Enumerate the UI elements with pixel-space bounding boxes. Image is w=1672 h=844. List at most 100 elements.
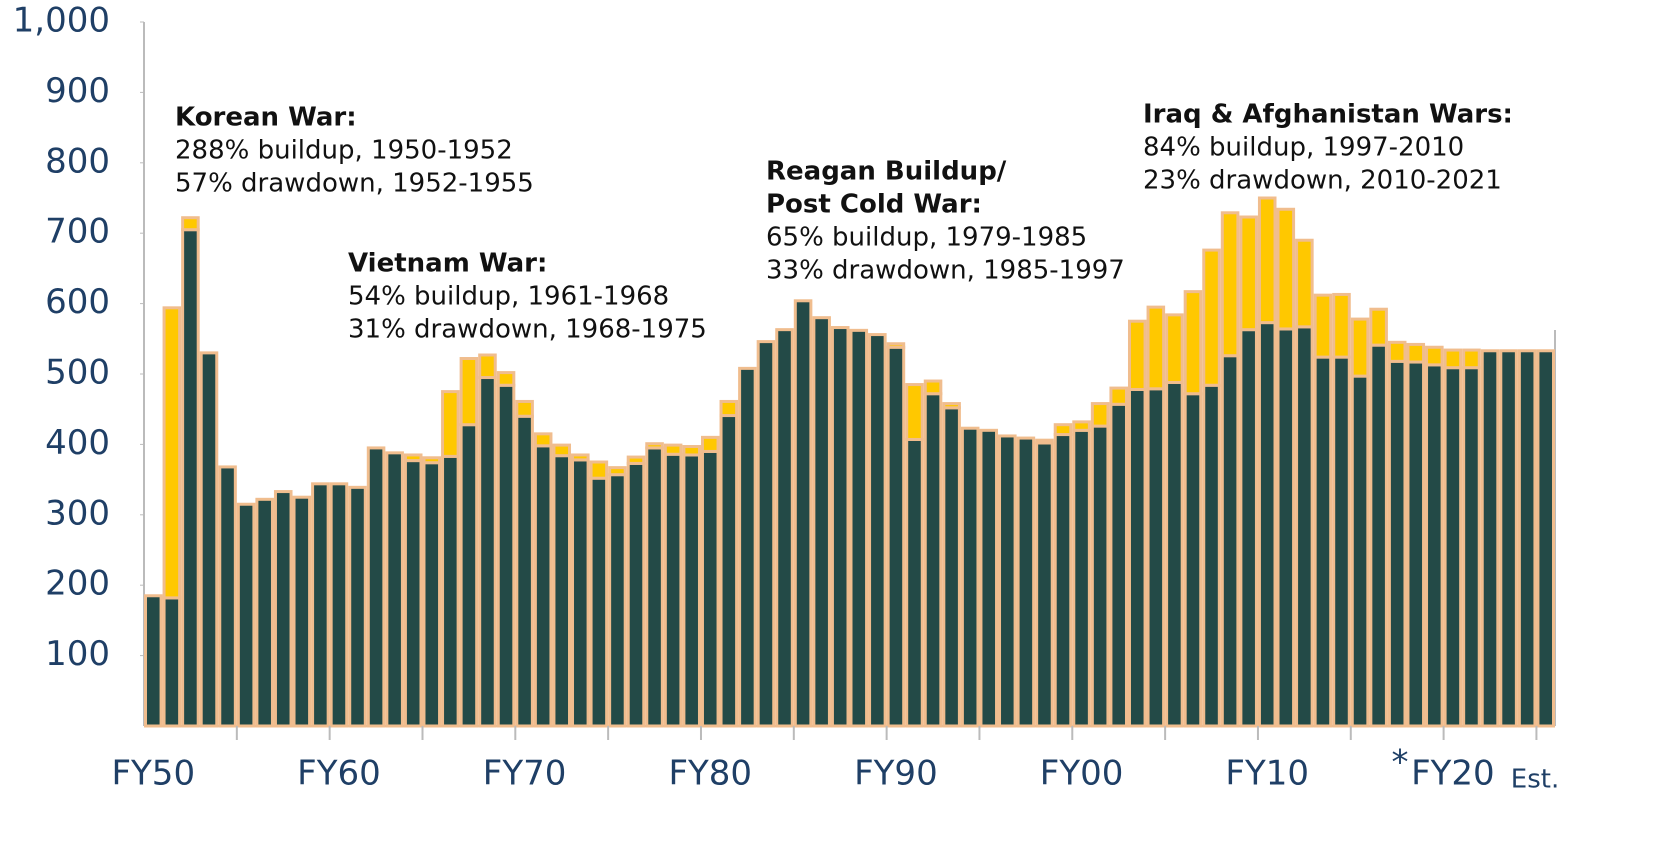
bar-segment — [1257, 196, 1277, 325]
y-tick-label: 600 — [45, 282, 110, 322]
bar-segment — [1462, 348, 1481, 370]
y-tick-label: 300 — [45, 493, 110, 533]
annotation-line: 57% drawdown, 1952-1955 — [175, 169, 534, 199]
bar-segment — [1072, 420, 1091, 432]
bar-segment — [682, 445, 701, 457]
bar-segment — [719, 414, 739, 728]
bar-segment — [255, 497, 274, 728]
bar-segment — [199, 351, 219, 728]
bar-segment — [1295, 238, 1314, 329]
y-tick-label: 1,000 — [13, 1, 110, 41]
bar-segment — [571, 458, 590, 728]
y-tick-label: 900 — [45, 71, 110, 111]
bar-segment — [756, 340, 776, 728]
x-tick-label: FY80 — [668, 754, 752, 794]
bar-segment — [1517, 349, 1537, 728]
bar-segment — [552, 443, 572, 458]
x-tick-label: FY20 — [1411, 754, 1495, 794]
bar-segment — [1369, 307, 1388, 347]
bar-segment — [422, 456, 442, 465]
bar-segment — [1053, 433, 1073, 728]
x-tick-label: FY70 — [483, 754, 567, 794]
annotation-line: 65% buildup, 1979-1985 — [766, 223, 1087, 253]
bar-segment — [645, 446, 664, 728]
bar-segment — [1369, 343, 1388, 728]
bar-segment — [886, 345, 906, 728]
bar-segment — [1239, 215, 1258, 332]
bar-segment — [1276, 207, 1296, 331]
bar-segment — [1239, 328, 1258, 728]
bar-segment — [441, 390, 460, 458]
bar-segment — [478, 376, 497, 728]
bar-segment — [886, 342, 906, 349]
bar-segment — [1332, 292, 1351, 359]
bar-segment — [571, 453, 590, 462]
bar-segment — [1276, 327, 1296, 728]
bar-segment — [1053, 423, 1073, 437]
bar-segment — [1202, 383, 1221, 728]
bar-segment — [496, 371, 516, 387]
bar-segment — [1146, 387, 1166, 728]
bar-segment — [1425, 363, 1444, 728]
bar-segment — [181, 216, 200, 232]
bar-segment — [162, 596, 182, 728]
bar-segment — [533, 432, 553, 448]
bar-segment — [793, 299, 813, 728]
bar-segment — [422, 461, 442, 728]
bar-segment — [459, 357, 479, 427]
bar-segment — [1127, 387, 1147, 728]
bar-segment — [1220, 354, 1240, 728]
bar-segment — [923, 379, 943, 396]
bar-segment — [533, 444, 553, 728]
bar-segment — [645, 442, 664, 450]
note: * — [1392, 743, 1409, 783]
bar-segment — [998, 434, 1017, 728]
annotation-line: 33% drawdown, 1985-1997 — [766, 256, 1125, 286]
bar-segment — [589, 460, 609, 480]
annotation-line: 288% buildup, 1950-1952 — [175, 136, 513, 166]
bar-segment — [273, 490, 293, 728]
bar-segment — [663, 443, 683, 456]
y-tick-label: 400 — [45, 423, 110, 463]
x-tick-label: FY50 — [111, 754, 195, 794]
bar-segment — [1090, 424, 1110, 728]
annotation-title: Iraq & Afghanistan Wars: — [1143, 100, 1513, 130]
bar-segment — [1146, 305, 1166, 391]
bar-segment — [1536, 349, 1555, 728]
bar-segment — [1127, 319, 1147, 391]
bar-segment — [292, 495, 312, 728]
bar-segment — [942, 406, 961, 728]
bar-segment — [923, 392, 943, 728]
bar-segment — [738, 366, 757, 728]
bar-segment — [1313, 355, 1333, 728]
bar-segment — [868, 333, 887, 728]
annotation-title: Post Cold War: — [766, 190, 982, 220]
y-tick-label: 100 — [45, 634, 110, 674]
bar-segment — [1016, 436, 1036, 728]
bar-segment — [478, 353, 497, 380]
bar-segment — [1387, 340, 1407, 363]
bar-segment — [1257, 321, 1277, 728]
bar-segment — [979, 428, 999, 728]
y-tick-label: 500 — [45, 353, 110, 393]
bar-segment — [942, 402, 961, 410]
bar-segment — [700, 449, 720, 728]
bar-segment — [348, 485, 367, 728]
y-tick-label: 700 — [45, 212, 110, 252]
bar-segment — [162, 306, 182, 600]
bar-segment — [608, 473, 627, 728]
bar-segment — [905, 437, 924, 728]
bar-segment — [1499, 349, 1518, 728]
bar-segment — [403, 459, 423, 728]
bar-segment — [1313, 293, 1333, 359]
bar-segment — [1295, 325, 1314, 728]
bar-segment — [1332, 355, 1351, 728]
y-tick-label: 800 — [45, 141, 110, 181]
bar-segment — [1109, 402, 1128, 728]
bar-segment — [663, 452, 683, 728]
annotation-line: 54% buildup, 1961-1968 — [348, 282, 669, 312]
bar-segment — [905, 383, 924, 441]
annotation-title: Vietnam War: — [348, 249, 547, 279]
bar-segment — [515, 414, 534, 728]
